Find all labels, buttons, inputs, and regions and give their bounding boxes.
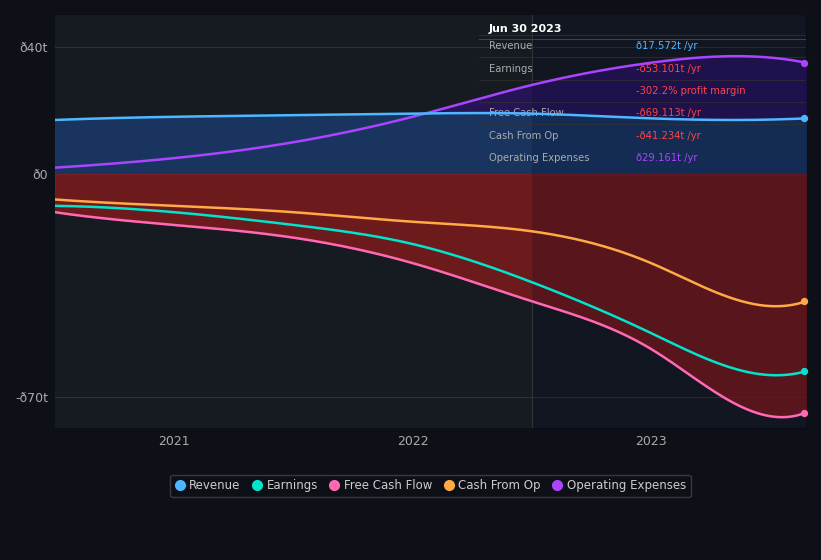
Point bbox=[797, 367, 810, 376]
Point bbox=[797, 297, 810, 306]
Point bbox=[797, 408, 810, 417]
Legend: Revenue, Earnings, Free Cash Flow, Cash From Op, Operating Expenses: Revenue, Earnings, Free Cash Flow, Cash … bbox=[170, 474, 690, 497]
Point bbox=[797, 114, 810, 123]
Point bbox=[797, 58, 810, 67]
